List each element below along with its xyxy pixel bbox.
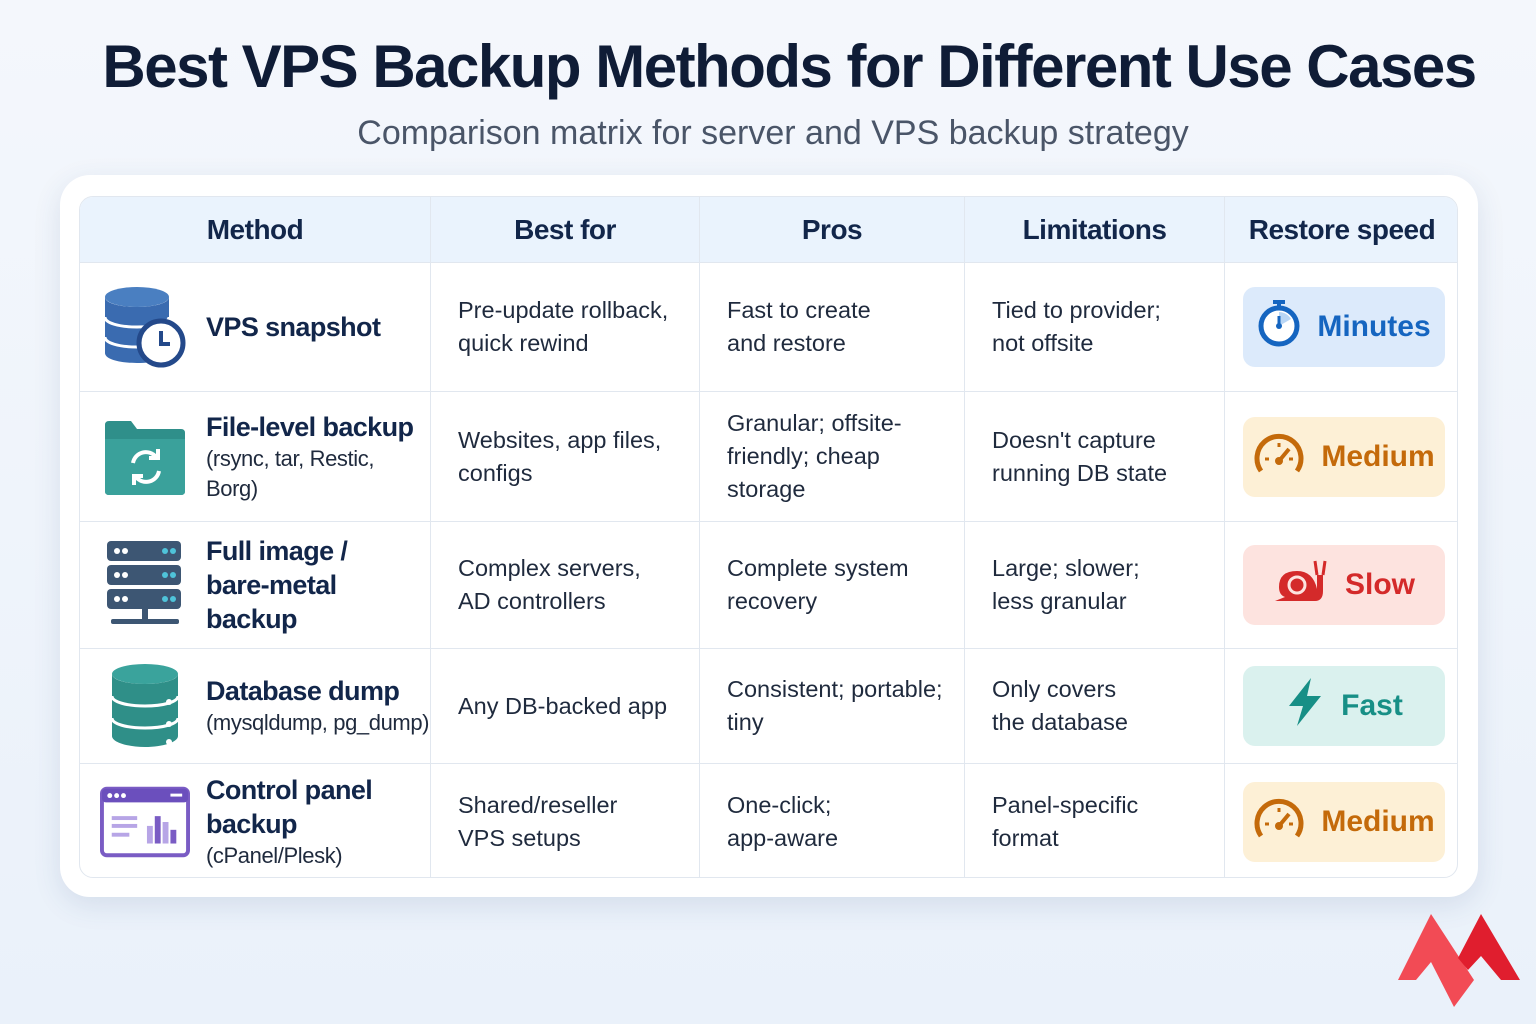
speed-badge: Fast <box>1243 666 1445 746</box>
speed-label: Minutes <box>1317 310 1431 343</box>
database-clock-icon <box>100 282 190 372</box>
speedometer-icon <box>1253 431 1305 483</box>
table-row: File-level backup (rsync, tar, Restic, B… <box>80 392 1457 522</box>
table-row: VPS snapshot Pre-update rollback, quick … <box>80 263 1457 392</box>
speedometer-icon <box>1253 796 1305 848</box>
method-name: Full image / bare-metal backup <box>206 536 348 634</box>
stopwatch-icon <box>1257 299 1301 355</box>
method-cell: Database dump (mysqldump, pg_dump) <box>80 649 431 763</box>
method-cell: File-level backup (rsync, tar, Restic, B… <box>80 392 431 521</box>
header-method: Method <box>80 197 431 262</box>
pros-cell: Consistent; portable; tiny <box>700 649 965 763</box>
pros-cell: Granular; offsite- friendly; cheap stora… <box>700 392 965 521</box>
limitations-cell: Panel-specific format <box>965 764 1225 877</box>
method-tools: (rsync, tar, Restic, Borg) <box>206 445 375 501</box>
method-name: VPS snapshot <box>206 312 381 342</box>
pros-cell: Complete system recovery <box>700 522 965 648</box>
speed-badge: Medium <box>1243 416 1445 497</box>
method-name: Control panel backup <box>206 774 373 839</box>
method-tools: (cPanel/Plesk) <box>206 842 343 868</box>
lightning-icon <box>1285 676 1325 736</box>
best-for-cell: Shared/reseller VPS setups <box>431 764 700 877</box>
restore-speed-cell: Fast <box>1225 649 1457 763</box>
best-for-cell: Websites, app files, configs <box>431 392 700 521</box>
limitations-cell: Large; slower; less granular <box>965 522 1225 648</box>
header-restore-speed: Restore speed <box>1248 213 1436 245</box>
header-pros: Pros <box>700 197 965 262</box>
server-rack-icon <box>100 540 190 630</box>
speed-label: Fast <box>1341 689 1403 722</box>
database-icon <box>100 661 190 751</box>
restore-speed-cell: Slow <box>1225 522 1457 648</box>
limitations-cell: Tied to provider; not offsite <box>965 263 1225 391</box>
limitations-cell: Doesn't capture running DB state <box>965 392 1225 521</box>
method-cell: Full image / bare-metal backup <box>80 522 431 648</box>
table-row: Full image / bare-metal backup Complex s… <box>80 522 1457 649</box>
header-best-for: Best for <box>431 197 700 262</box>
restore-speed-cell: Medium <box>1225 764 1457 877</box>
control-panel-icon <box>100 777 190 867</box>
method-tools: (mysqldump, pg_dump) <box>206 710 430 735</box>
page-title: Best VPS Backup Methods for Different Us… <box>102 33 1477 100</box>
method-cell: Control panel backup (cPanel/Plesk) <box>80 764 431 877</box>
table-header: Method Best for Pros Limitations Restore… <box>80 197 1457 263</box>
brand-logo <box>1398 914 1520 1007</box>
best-for-cell: Any DB-backed app <box>431 649 700 763</box>
table-row: Control panel backup (cPanel/Plesk) Shar… <box>80 764 1457 877</box>
speed-label: Slow <box>1344 568 1415 601</box>
pros-cell: One-click; app-aware <box>700 764 965 877</box>
method-cell: VPS snapshot <box>80 263 431 391</box>
table-row: Database dump (mysqldump, pg_dump) Any D… <box>80 649 1457 764</box>
speed-badge: Minutes <box>1243 287 1445 367</box>
header-limitations: Limitations <box>965 197 1225 262</box>
table-card <box>60 175 1478 897</box>
comparison-table: Method Best for Pros Limitations Restore… <box>79 196 1458 878</box>
page-subtitle: Comparison matrix for server and VPS bac… <box>357 114 1189 152</box>
speed-badge: Slow <box>1243 545 1445 625</box>
speed-label: Medium <box>1321 439 1435 473</box>
method-name: File-level backup <box>206 411 414 442</box>
speed-badge: Medium <box>1243 781 1445 862</box>
folder-sync-icon <box>100 412 190 502</box>
snail-icon <box>1273 557 1329 613</box>
restore-speed-cell: Medium <box>1225 392 1457 521</box>
method-name: Database dump <box>206 676 400 706</box>
limitations-cell: Only covers the database <box>965 649 1225 763</box>
best-for-cell: Complex servers, AD controllers <box>431 522 700 648</box>
best-for-cell: Pre-update rollback, quick rewind <box>431 263 700 391</box>
pros-cell: Fast to create and restore <box>700 263 965 391</box>
speed-label: Medium <box>1321 804 1435 838</box>
restore-speed-cell: Minutes <box>1225 263 1457 391</box>
